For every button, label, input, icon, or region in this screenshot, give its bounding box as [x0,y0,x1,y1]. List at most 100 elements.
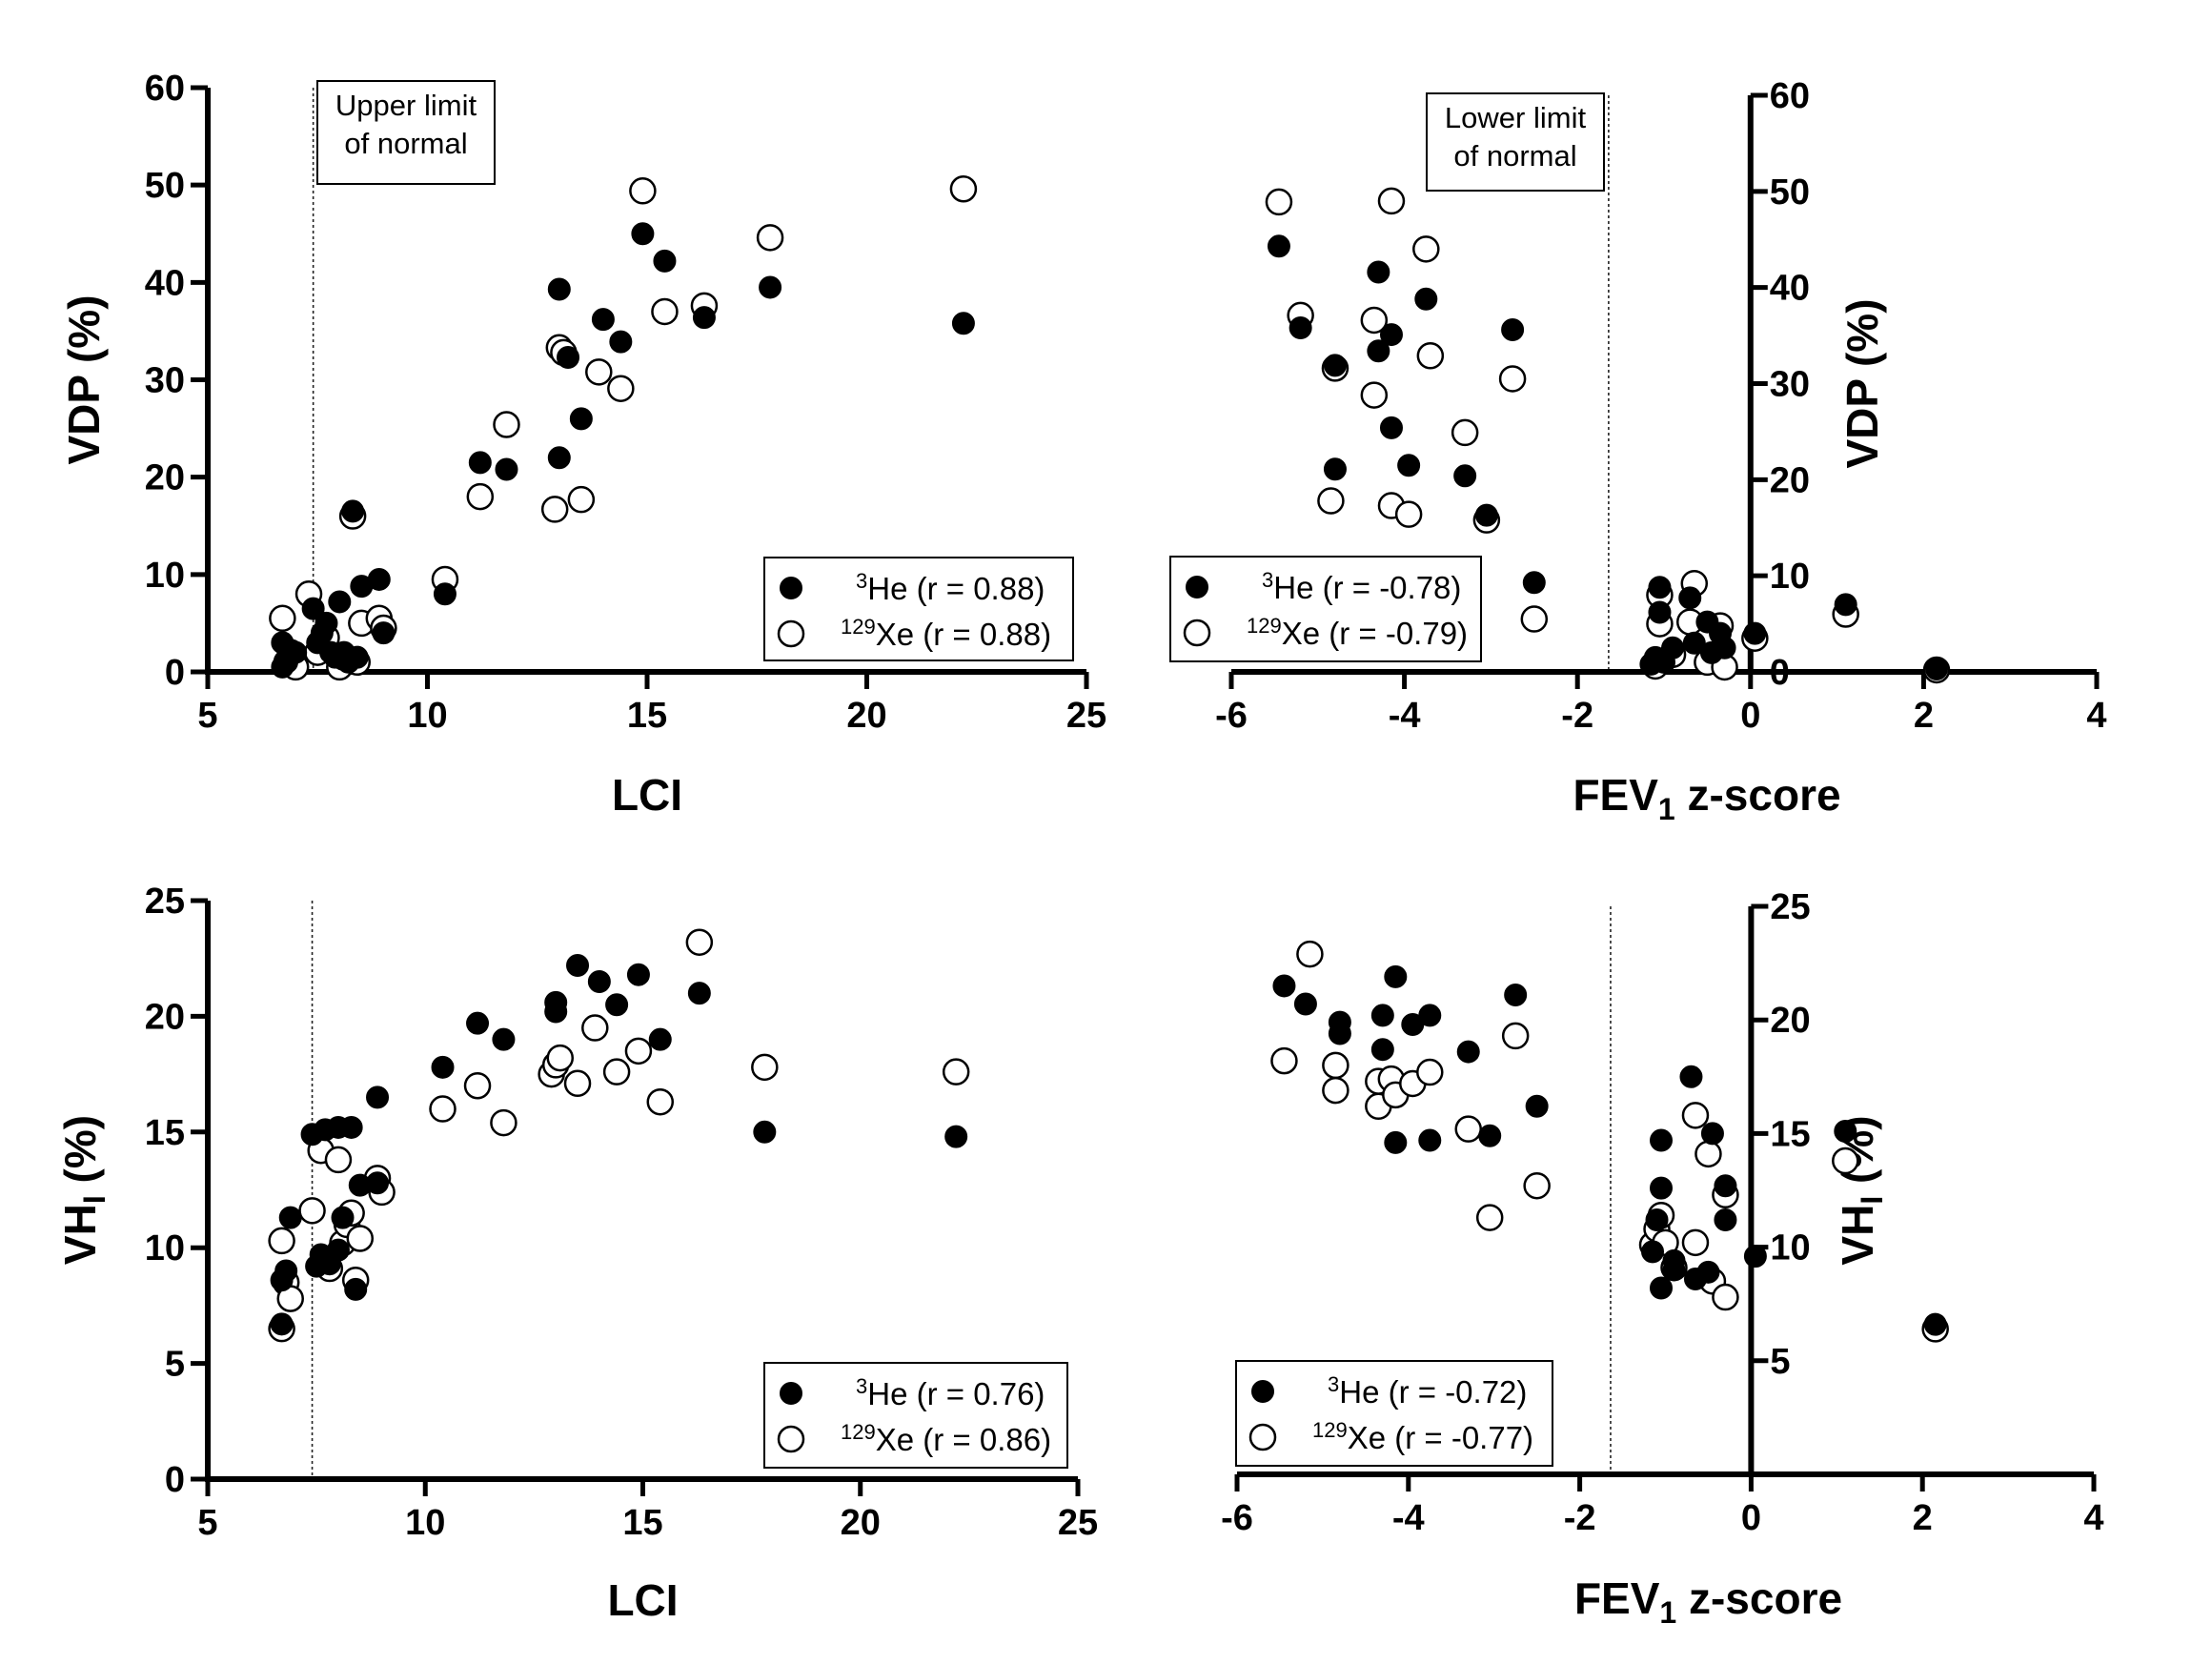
data-point-3He [591,308,615,332]
data-point-3He [1700,1122,1724,1146]
data-point-3He [1367,260,1390,284]
data-point-3He [1370,1004,1394,1027]
data-point-129Xe [1265,188,1293,216]
data-point-129Xe [1523,1171,1551,1200]
x-tick-label: 0 [1740,696,1760,736]
data-point-3He [1379,323,1403,347]
data-point-129Xe [1360,306,1389,335]
data-point-3He [547,446,571,470]
legend-marker-3He [780,577,802,599]
x-tick-label: 2 [1914,696,1934,736]
data-point-129Xe [466,482,495,511]
data-point-129Xe [751,1053,779,1082]
data-point-129Xe [1520,605,1549,633]
x-tick-label: -2 [1564,1498,1596,1538]
data-point-129Xe [429,1095,457,1123]
data-point-3He [1925,657,1949,680]
data-point-129Xe [624,1037,653,1065]
data-point-129Xe [646,1087,675,1116]
normal-limit-annotation: Upper limit of normal [316,80,496,185]
data-point-3He [1641,1240,1665,1264]
x-tick-label: 0 [1741,1498,1761,1538]
y-tick-label: 40 [1770,269,1810,309]
y-tick-label: 60 [145,69,185,109]
data-point-3He [1323,354,1347,377]
data-point-3He [492,1027,516,1051]
data-point-3He [1743,1245,1767,1268]
data-point-3He [1650,1128,1674,1152]
data-point-3He [301,597,325,620]
y-tick-label: 60 [1770,76,1810,116]
y-tick-label: 25 [145,882,185,922]
panel-bottom-right: -6 -4 -2 0 2 4 5 10 15 20 25 FEV1 z-score VHI (%) 3He… [1221,887,2103,1630]
y-tick-label: 50 [1770,172,1810,213]
data-point-3He [569,407,593,431]
data-point-3He [331,1206,355,1229]
data-point-3He [1662,1258,1686,1282]
data-point-129Xe [1416,342,1445,370]
data-point-3He [339,1115,363,1139]
legend-box [1169,556,1482,662]
data-point-3He [1267,234,1290,258]
annotation-line: of normal [1453,139,1576,172]
x-tick-label: 20 [846,696,886,736]
data-point-3He [759,275,782,299]
legend-box [763,557,1074,661]
legend-label-3He: 3He (r = -0.72) [1328,1372,1527,1410]
series-129Xe [268,928,970,1343]
data-point-3He [278,1206,302,1229]
legend-label-3He: 3He (r = -0.78) [1262,568,1461,605]
data-point-129Xe [651,297,679,326]
data-point-3He [431,1055,455,1079]
data-point-3He [753,1120,777,1144]
legend: 3He (r = 0.88) 129Xe (r = 0.88) [763,557,1074,661]
y-tick-label: 5 [165,1345,185,1385]
annotation-line: Lower limit [1445,101,1587,134]
data-point-129Xe [1832,1147,1859,1175]
legend-box [1235,1360,1553,1467]
x-tick-label: 10 [405,1503,445,1543]
data-point-3He [951,312,975,335]
data-point-129Xe [1712,1283,1739,1311]
data-point-3He [1682,631,1706,655]
data-point-3He [1272,974,1296,998]
data-point-129Xe [1454,1115,1482,1143]
x-axis-title: LCI [607,1575,678,1625]
data-point-3He [1714,1174,1737,1198]
y-axis-title: VHI (%) [55,1115,112,1265]
data-point-3He [605,993,629,1017]
data-point-129Xe [1360,381,1389,409]
y-tick-label: 50 [145,166,185,206]
data-point-3He [1418,1004,1442,1027]
data-point-129Xe [1317,487,1345,515]
annotation-line: of normal [344,127,467,160]
x-axis-title: LCI [612,770,682,820]
data-point-3He [1661,636,1685,660]
panel-top-left: Upper limit of normal 5 10 15 20 25 0 10 20 30 40 50… [59,69,1106,820]
legend: 3He (r = -0.78) 129Xe (r = -0.79) [1169,556,1482,662]
legend-label-129Xe: 129Xe (r = 0.86) [841,1420,1051,1457]
data-point-129Xe [607,375,635,402]
data-point-3He [1522,571,1546,595]
data-point-3He [345,645,369,669]
data-point-3He [653,249,677,273]
series-3He [1267,234,1949,680]
legend-label-3He: 3He (r = 0.88) [856,569,1045,606]
legend: 3He (r = 0.76) 129Xe (r = 0.86) [763,1362,1068,1469]
legend-label-129Xe: 129Xe (r = 0.88) [841,615,1051,652]
data-point-3He [366,1171,390,1195]
series-3He [1272,964,1947,1336]
data-point-3He [566,953,590,977]
data-point-129Xe [1681,1102,1710,1129]
data-point-129Xe [268,1227,295,1255]
series-3He [271,222,975,679]
x-tick-label: 5 [197,696,217,736]
x-tick-label: -6 [1215,696,1248,736]
data-point-3He [284,640,308,664]
x-tick-label: -6 [1221,1498,1253,1538]
data-point-129Xe [1377,187,1406,215]
data-point-3He [341,499,365,523]
data-point-3He [626,963,650,986]
data-point-3He [1478,1124,1502,1147]
